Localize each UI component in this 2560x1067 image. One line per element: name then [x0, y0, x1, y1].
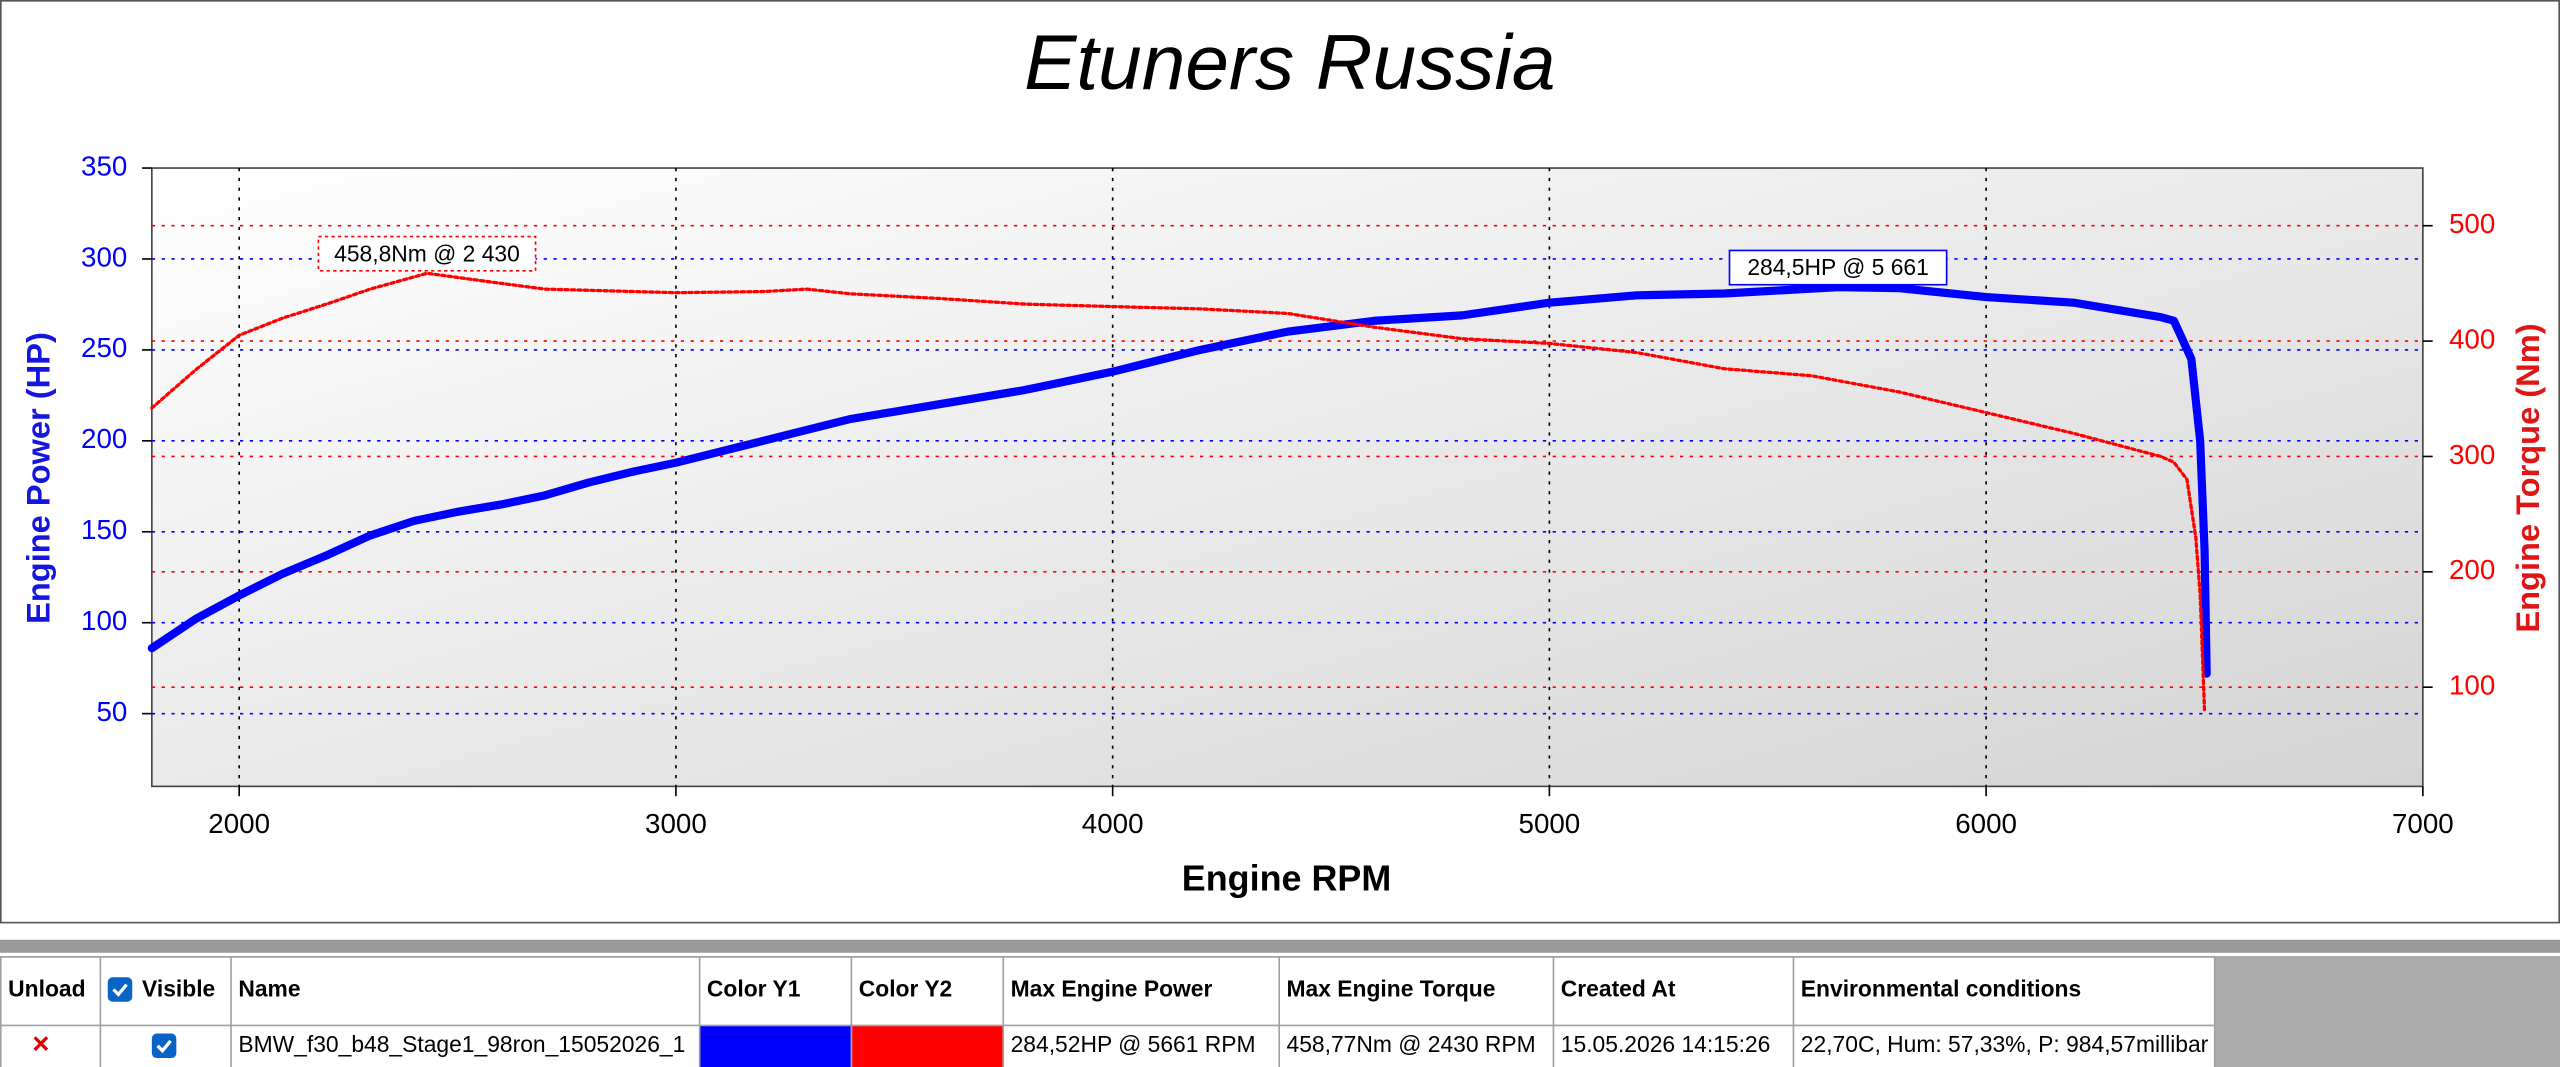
- created-at: 15.05.2026 14:15:26: [1561, 1031, 1771, 1057]
- checkmark: [112, 983, 128, 997]
- column-header[interactable]: Color Y2: [859, 975, 952, 1001]
- y-tick-label: 200: [81, 423, 127, 454]
- y2-tick-label: 100: [2449, 670, 2495, 701]
- column-header[interactable]: Color Y1: [707, 975, 801, 1001]
- annotation-box: [317, 235, 537, 272]
- x-tick-label: 7000: [2392, 808, 2454, 839]
- column-header[interactable]: Created At: [1561, 975, 1676, 1001]
- column-header[interactable]: Visible: [142, 975, 215, 1001]
- y-tick-label: 100: [81, 605, 127, 636]
- environment: 22,70C, Hum: 57,33%, P: 984,57millibar: [1801, 1031, 2209, 1057]
- annotation-box: [1728, 249, 1948, 286]
- annotation-label: 458,8Nm @ 2 430: [334, 240, 520, 266]
- column-header[interactable]: Unload: [8, 975, 85, 1001]
- y2-axis-label: Engine Torque (Nm): [2509, 323, 2546, 632]
- series: 458,8Nm @ 2 430 284,5HP @ 5 661: [147, 235, 2211, 715]
- x-tick-label: 3000: [645, 808, 707, 839]
- checkmark: [156, 1039, 172, 1054]
- table-header-bg: [0, 956, 2214, 1025]
- y2-tick-label: 300: [2449, 439, 2495, 470]
- color-y1[interactable]: [700, 1026, 851, 1067]
- unload-button[interactable]: ×: [32, 1028, 49, 1061]
- x-tick-label: 4000: [1082, 808, 1144, 839]
- max-torque: 458,77Nm @ 2430 RPM: [1287, 1031, 1536, 1057]
- table-empty-area: [2213, 956, 2560, 1067]
- select-all-checkbox[interactable]: [107, 977, 133, 1002]
- y-tick-label: 300: [81, 241, 127, 272]
- max-power: 284,52HP @ 5661 RPM: [1011, 1031, 1256, 1057]
- grid: [142, 167, 2433, 797]
- file-name: BMW_f30_b48_Stage1_98ron_15052026_1: [238, 1031, 685, 1057]
- y2-tick-label: 400: [2449, 323, 2495, 354]
- x-axis-label: Engine RPM: [1182, 859, 1391, 899]
- color-y2[interactable]: [852, 1026, 1003, 1067]
- torque-line: [150, 271, 2207, 715]
- y-tick-label: 150: [81, 514, 127, 545]
- x-tick-label: 2000: [208, 808, 270, 839]
- x-tick-label: 6000: [1955, 808, 2017, 839]
- column-header[interactable]: Max Engine Power: [1011, 975, 1213, 1001]
- x-tick-label: 5000: [1519, 808, 1581, 839]
- column-header[interactable]: Max Engine Torque: [1287, 975, 1496, 1001]
- file-table: Unload Visible Name Color Y1 Color Y2 Max Eng…: [0, 956, 2560, 1067]
- y2-tick-label: 500: [2449, 208, 2495, 239]
- annotation-label: 284,5HP @ 5 661: [1747, 254, 1928, 280]
- y-tick-label: 250: [81, 332, 127, 363]
- power-line: [147, 283, 2211, 678]
- splitter[interactable]: [0, 939, 2560, 953]
- y-tick-label: 350: [81, 150, 127, 181]
- column-header[interactable]: Environmental conditions: [1801, 975, 2081, 1001]
- y-tick-label: 50: [96, 696, 127, 727]
- y-axis-label: Engine Power (HP): [19, 332, 56, 624]
- table-row-bg: [0, 1024, 2214, 1067]
- y2-tick-label: 200: [2449, 554, 2495, 585]
- column-header[interactable]: Name: [238, 975, 300, 1001]
- visible-checkbox[interactable]: [151, 1033, 177, 1059]
- chart-title: Etuners Russia: [1024, 18, 1555, 106]
